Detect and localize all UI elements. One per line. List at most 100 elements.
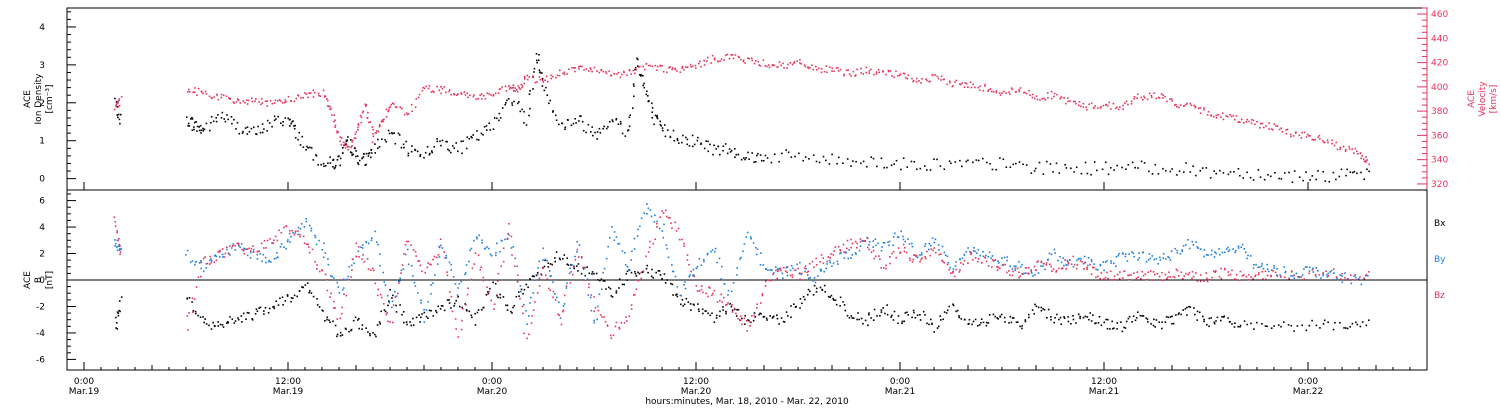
bz-point [1252,277,1254,280]
density-point [288,119,291,121]
density-point [1363,178,1365,180]
density-point [633,85,635,87]
bx-point [1287,324,1290,326]
bz-point [1247,274,1250,276]
bx-point [481,308,483,311]
velocity-point [515,88,518,91]
density-point [301,135,304,138]
x-tick-date-label: Mar.21 [885,387,915,397]
by-point [760,252,762,254]
bz-point [429,263,431,265]
velocity-point [1088,103,1090,106]
density-point [1263,178,1266,181]
by-point [776,268,779,270]
bx-point [1107,318,1109,321]
by-point [820,269,823,271]
bz-point [487,293,489,295]
bz-point [1182,277,1184,280]
b-tick-label: 6 [39,197,45,207]
by-point [303,226,306,228]
velocity-point [1153,92,1156,94]
bx-point [1339,321,1341,324]
bx-point [1359,325,1362,328]
density-point [703,147,706,150]
bz-point [415,255,417,257]
by-point [1096,269,1099,271]
velocity-point [1162,94,1164,96]
by-point [314,234,316,237]
by-point [1157,263,1159,265]
velocity-point [1234,118,1236,121]
by-point [297,226,300,229]
velocity-point [547,80,549,83]
bz-point [967,262,969,264]
bx-point [760,313,762,315]
bz-point [236,242,239,245]
velocity-point [748,57,751,60]
density-point [532,88,534,90]
bz-point [1235,273,1238,276]
bz-point [832,254,835,256]
velocity-point [378,125,381,128]
density-point [289,125,291,127]
velocity-point [965,82,968,85]
velocity-point [1215,114,1218,117]
density-point [910,160,913,163]
velocity-point [912,80,915,82]
bx-point [793,303,795,305]
bx-point [586,266,588,268]
by-point [205,263,208,265]
bz-point [340,312,343,315]
density-point [612,120,614,123]
bz-point [700,288,703,291]
velocity-point [394,106,397,108]
by-point [450,269,453,271]
density-point [640,75,642,77]
by-point [1360,283,1363,286]
velocity-point [623,70,625,73]
velocity-point [1305,136,1308,138]
velocity-point [895,70,897,73]
by-point [1234,251,1236,254]
velocity-point [1364,160,1367,162]
bx-point [1106,327,1109,330]
by-point [672,270,675,273]
bx-point [506,304,509,307]
velocity-point [357,129,359,131]
by-point [650,215,653,218]
density-point [986,161,988,164]
velocity-point [1230,115,1233,118]
velocity-point [372,135,375,138]
density-point [439,140,441,143]
velocity-point [512,84,515,86]
velocity-point [237,98,239,100]
bz-point [1192,275,1195,278]
by-point [894,232,896,235]
by-point [327,258,329,260]
by-point [703,260,705,263]
velocity-point [1314,139,1317,141]
bz-point [588,283,590,285]
velocity-point [711,54,714,57]
bz-point [1067,262,1070,264]
density-point [999,157,1001,159]
velocity-point [751,59,753,62]
bz-point [1106,271,1108,274]
velocity-point [514,87,516,89]
bx-point [1355,321,1357,324]
by-point [1034,274,1036,276]
bx-point [1343,327,1345,329]
bz-point [674,221,676,224]
bx-point [658,270,661,272]
velocity-point [1248,120,1250,123]
density-point [476,130,478,132]
velocity-point [1263,126,1265,129]
velocity-point [336,130,338,132]
velocity-point [902,72,905,75]
density-point [332,158,335,161]
velocity-point [472,95,475,98]
by-point [1191,240,1194,243]
by-point [230,247,233,249]
bz-point [538,277,541,280]
bz-point [545,274,547,277]
